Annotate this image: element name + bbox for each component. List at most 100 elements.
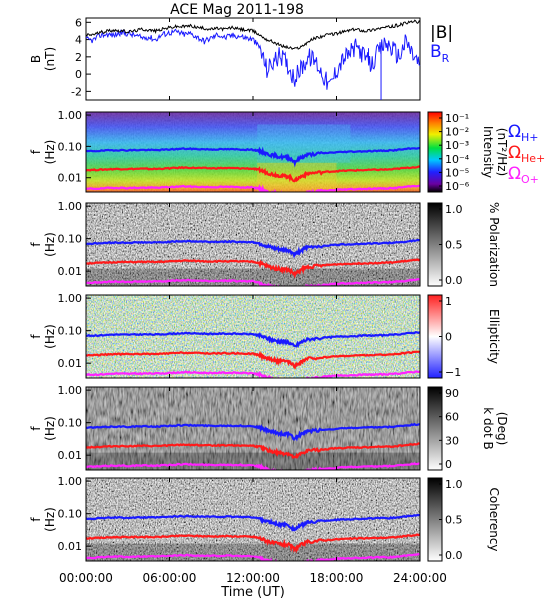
colorbar-label: k dot B (481, 407, 495, 449)
panel-ylabel: f (29, 242, 43, 247)
legend-omega-H: ΩH+ (508, 122, 539, 144)
x-tick-label: 12:00:00 (226, 571, 280, 585)
ytick-label: 0.10 (58, 140, 83, 153)
colorbar-label: % Polarization (487, 202, 501, 287)
colorbar-tick-label: 0 (445, 331, 452, 344)
colorbar-label: Intensity (481, 126, 495, 178)
colorbar-tick-label: 1.0 (445, 478, 463, 491)
gyro-line-Heplus (86, 258, 420, 279)
colorbar-tick-label: 10⁻⁶ (445, 180, 470, 193)
gyro-line-Heplus (86, 533, 420, 554)
gyro-line-Oplus (86, 462, 420, 470)
ytick-label: 0.01 (58, 357, 83, 370)
panel--polarization: 1.00 0.10 0.01 f (Hz) 1.0 0.5 0.0 % Polarization (29, 200, 501, 287)
spectrogram-4 (86, 478, 420, 561)
series-line-absB (85, 19, 421, 50)
panel-yunit: (Hz) (43, 507, 57, 532)
colorbar-label: Coherency (487, 487, 501, 551)
panel-yunit: (Hz) (43, 416, 57, 441)
x-axis-ticks: 00:00:00 06:00:00 12:00:00 18:00:00 24:00:00 (59, 571, 447, 585)
colorbar-tick-label: 30 (445, 434, 459, 447)
series-line-BR (85, 28, 421, 90)
panel-yunit: (Hz) (43, 232, 57, 257)
panel-yunit: (Hz) (43, 140, 57, 165)
x-tick-label: 24:00:00 (393, 571, 447, 585)
gray-shade (86, 387, 420, 470)
panel-ylabel: f (29, 334, 43, 339)
gyro-line-Heplus (86, 442, 420, 459)
ytick-label: 1.00 (58, 200, 83, 213)
colorbar-tick-label: 10⁻³ (445, 139, 469, 152)
panel-b-ytick-label: 0 (75, 68, 82, 81)
colorbar-unit: (Deg) (495, 412, 509, 446)
ytick-label: 0.01 (58, 540, 83, 553)
colorbar-tick-label: 1 (445, 295, 452, 308)
gyro-line-Hplus (86, 331, 420, 348)
gyro-line-Heplus (86, 165, 420, 183)
colorbar-tick-label: 90 (445, 387, 459, 400)
panel-ylabel: f (29, 426, 43, 431)
spectrogram-3 (86, 387, 420, 470)
ytick-label: 0.01 (58, 449, 83, 462)
legend-BR: BR (430, 42, 450, 65)
panel-ellipticity: 1.00 0.10 0.01 f (Hz) 1 0 −1 Ellipticity (29, 292, 501, 379)
gyro-line-Oplus (86, 184, 420, 192)
colorbar (427, 111, 443, 193)
colorbar-tick-label: 0.0 (445, 274, 463, 287)
ytick-label: 1.00 (58, 292, 83, 305)
panel-b-ytick-label: 6 (75, 16, 82, 29)
chart-title: ACE Mag 2011-198 (170, 2, 304, 18)
gray-texture (86, 387, 420, 470)
panel-yunit: (Hz) (43, 324, 57, 349)
panel-b-y-ticks: 6 4 2 0 -2 (71, 16, 421, 100)
ytick-label: 1.00 (58, 475, 83, 488)
panel-b-series (85, 19, 421, 100)
colorbar-tick-label: 10⁻⁴ (445, 153, 470, 166)
gyro-line-Heplus (86, 350, 420, 370)
gyro-line-Oplus (86, 370, 420, 378)
x-tick-label: 00:00:00 (59, 571, 113, 585)
ytick-label: 1.00 (58, 384, 83, 397)
colorbar-label: Ellipticity (487, 309, 501, 364)
legend-omega-He: ΩHe+ (508, 143, 545, 165)
colorbar-tick-label: 10⁻² (445, 126, 469, 139)
panel-ylabel: f (29, 149, 43, 154)
panel-b-ylabel: B (29, 55, 43, 63)
gyro-line-Oplus (86, 278, 420, 286)
gyro-line-Oplus (86, 553, 420, 561)
gyro-line-Hplus (86, 239, 420, 259)
colorbar-tick-label: 0.5 (445, 514, 463, 527)
panel-intensity: 1.00 0.10 0.01 f (Hz) 10⁻¹10⁻²10⁻³10⁻⁴10⁻⁵10⁻… (29, 109, 509, 193)
colorbar-tick-label: 0.5 (445, 239, 463, 252)
ytick-label: 0.01 (58, 265, 83, 278)
ytick-label: 0.10 (58, 233, 83, 246)
panel-b-yunit: (nT) (43, 47, 57, 71)
panel-b-ytick-label: 2 (75, 51, 82, 64)
intensity-texture (86, 112, 420, 192)
panel-k-dot-b: 1.00 0.10 0.01 f (Hz) 90 60 30 0 k dot B (Deg) (29, 384, 509, 471)
spectrogram-1 (86, 203, 420, 286)
ion-legend: ΩH+ ΩHe+ ΩO+ (508, 122, 545, 186)
spectral-panels: 1.000.100.01f (Hz)10⁻¹10⁻²10⁻³10⁻⁴10⁻⁵10⁻… (29, 109, 509, 562)
spectrogram-0 (86, 112, 420, 192)
legend-omega-O: ΩO+ (508, 164, 539, 186)
colorbar-tick-label: 60 (445, 411, 459, 424)
legend-BR-sub: R (442, 52, 450, 65)
ellipticity-texture (86, 295, 420, 378)
x-axis-label: Time (UT) (220, 585, 285, 600)
gyro-line-Hplus (86, 146, 420, 168)
spectrogram-2 (86, 295, 420, 378)
x-tick-label: 18:00:00 (310, 571, 364, 585)
ytick-label: 0.10 (58, 325, 83, 338)
colorbar-tick-label: 0 (445, 458, 452, 471)
panel-b-ytick-label: 4 (75, 34, 82, 47)
colorbar-tick-label: 10⁻⁵ (445, 166, 469, 179)
panel-b-ytick-label: -2 (71, 85, 82, 98)
colorbar-unit: (nT²/Hz) (495, 128, 509, 176)
legend-BR-main: B (430, 42, 442, 62)
colorbar-tick-label: 1.0 (445, 203, 463, 216)
colorbar-tick-label: 0.0 (445, 549, 463, 562)
x-tick-label: 06:00:00 (143, 571, 197, 585)
